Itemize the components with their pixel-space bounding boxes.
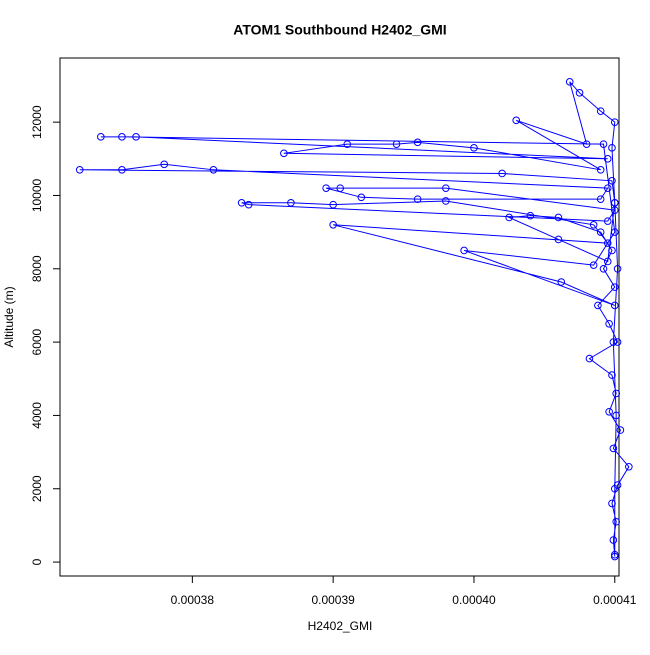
data-point [603, 155, 612, 163]
data-point [609, 444, 618, 453]
data-point [610, 484, 619, 493]
data-point [329, 221, 337, 229]
data-point [575, 89, 584, 97]
data-point [589, 261, 598, 269]
data-point [336, 184, 345, 192]
data-point [132, 133, 140, 141]
data-point [610, 206, 619, 214]
data-point [237, 199, 246, 207]
data-point [280, 149, 288, 158]
x-tick-label: 0.00039 [311, 593, 355, 607]
data-point [605, 319, 613, 328]
data-point [610, 228, 619, 236]
data-point [612, 389, 620, 398]
data-point [596, 166, 605, 174]
y-tick-label: 6000 [30, 328, 44, 355]
data-point [460, 246, 468, 255]
y-tick-label: 2000 [30, 475, 44, 502]
x-tick-label: 0.00038 [171, 593, 215, 607]
x-tick-label: 0.00040 [452, 593, 496, 607]
data-point [610, 550, 619, 559]
data-point [625, 462, 633, 471]
data-point [596, 228, 605, 236]
data-point [603, 239, 612, 247]
data-point [442, 197, 450, 205]
data-point [610, 283, 619, 291]
data-point [594, 301, 602, 310]
x-tick-label: 0.00041 [593, 593, 637, 607]
data-point [605, 407, 613, 416]
data-point [582, 140, 591, 148]
data-point [610, 118, 619, 126]
data-point [413, 195, 422, 203]
data-point [608, 246, 616, 255]
data-point [392, 140, 401, 148]
data-point [526, 211, 535, 220]
data-point [470, 144, 478, 152]
data-point [612, 517, 620, 526]
x-axis-label: H2402_GMI [308, 619, 373, 633]
data-point [608, 177, 616, 185]
data-point [118, 166, 126, 174]
data-point [209, 166, 218, 174]
y-tick-label: 10000 [30, 178, 44, 212]
data-point [512, 116, 521, 125]
y-tick-label: 8000 [30, 255, 44, 282]
y-tick-label: 4000 [30, 402, 44, 429]
data-point [413, 138, 422, 147]
data-point [599, 140, 608, 148]
data-point [612, 411, 620, 420]
y-axis-label: Altitude (m) [2, 286, 16, 347]
data-point [322, 184, 330, 192]
data-point [505, 213, 513, 222]
data-point [585, 354, 594, 363]
data-point [160, 160, 168, 169]
data-point [442, 184, 450, 192]
data-point [357, 193, 366, 202]
data-point [75, 166, 84, 174]
data-point [610, 199, 619, 207]
data-point [609, 338, 618, 346]
data-point [118, 133, 126, 141]
data-point [608, 499, 616, 508]
data-point [599, 264, 608, 273]
data-point [589, 221, 598, 229]
data-point [554, 213, 563, 222]
data-point [610, 301, 619, 310]
data-point [557, 278, 566, 286]
data-line [79, 81, 630, 557]
data-point [97, 133, 105, 141]
data-point [554, 235, 563, 244]
data-point [609, 536, 618, 544]
data-point [329, 200, 337, 209]
data-point [613, 338, 622, 346]
data-point [287, 199, 295, 207]
data-point [608, 371, 616, 379]
y-tick-label: 12000 [30, 105, 44, 139]
data-point [603, 217, 612, 225]
data-point [613, 264, 622, 273]
y-tick-label: 0 [30, 558, 44, 565]
data-point [603, 257, 612, 266]
chart-title: ATOM1 Southbound H2402_GMI [233, 22, 446, 38]
data-point [596, 195, 605, 203]
data-point [596, 107, 605, 115]
data-point [498, 169, 506, 178]
data-point [343, 140, 352, 148]
data-point [616, 426, 625, 434]
data-point [565, 78, 574, 86]
data-point [603, 184, 612, 192]
data-point [244, 200, 253, 209]
data-point [608, 144, 616, 152]
